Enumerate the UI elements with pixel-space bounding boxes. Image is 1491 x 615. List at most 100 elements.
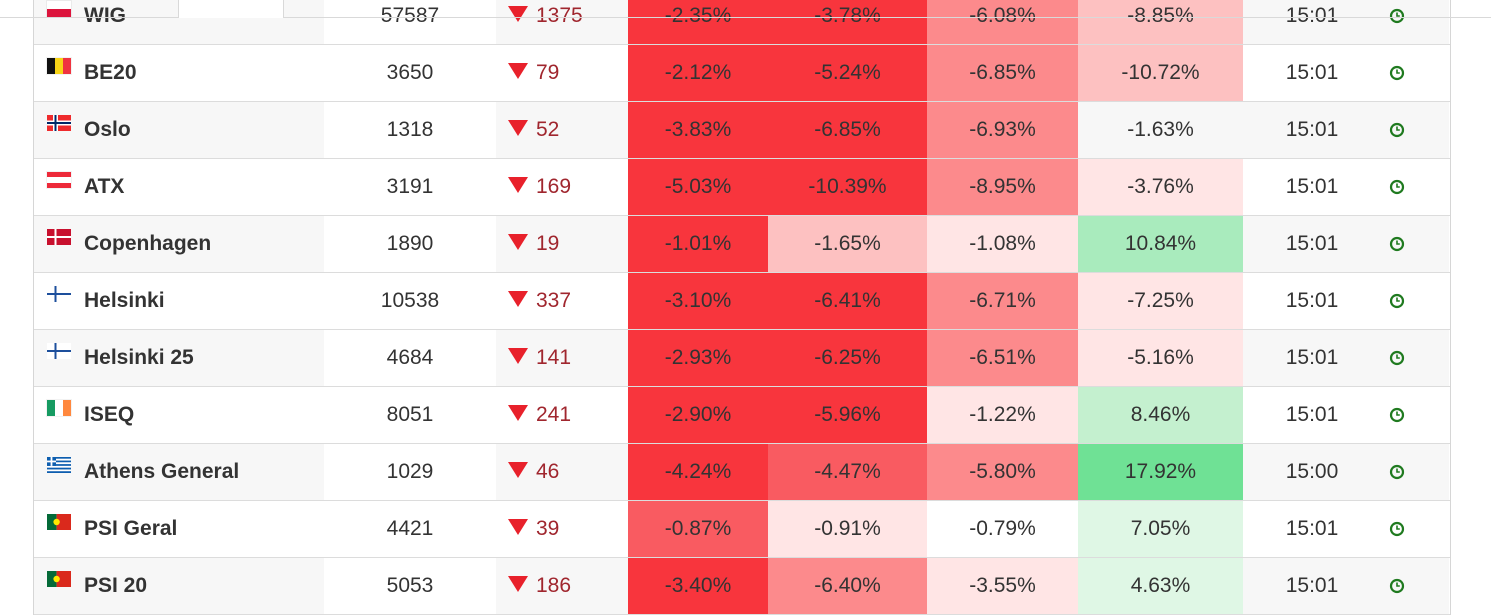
- index-name[interactable]: PSI 20: [84, 558, 324, 614]
- table-row[interactable]: PSI Geral 4421 39 -0.87% -0.91% -0.79% 7.05% 15…: [34, 501, 1450, 558]
- performance-4: -5.16%: [1078, 330, 1243, 386]
- poland-flag-icon: [47, 1, 71, 17]
- change-value: 39: [496, 501, 628, 557]
- clock-icon[interactable]: [1389, 350, 1405, 366]
- change-amount: 39: [536, 517, 560, 540]
- performance-1: -3.40%: [628, 558, 768, 614]
- index-name[interactable]: ISEQ: [84, 403, 135, 426]
- update-time: 15:00: [1243, 444, 1381, 500]
- performance-1: -1.01%: [628, 216, 768, 272]
- clock-cell[interactable]: [1381, 216, 1449, 272]
- down-arrow-icon: [508, 177, 528, 193]
- performance-1: -2.93%: [628, 330, 768, 386]
- performance-3: -5.80%: [927, 444, 1078, 500]
- clock-cell[interactable]: [1381, 558, 1449, 614]
- index-name[interactable]: Copenhagen: [84, 216, 324, 272]
- performance-4: -7.25%: [1078, 273, 1243, 329]
- down-arrow-icon: [508, 462, 528, 478]
- index-name[interactable]: ATX: [84, 175, 125, 198]
- change-amount: 46: [536, 460, 560, 483]
- performance-3: -0.79%: [969, 517, 1036, 540]
- update-time: 15:01: [1243, 558, 1381, 614]
- change-value: 241: [496, 387, 628, 443]
- table-row[interactable]: Helsinki 10538 337 -3.10% -6.41% -6.71% -7.25%…: [34, 273, 1450, 330]
- index-name[interactable]: Helsinki: [84, 289, 165, 312]
- clock-cell[interactable]: [1381, 273, 1449, 329]
- table-row[interactable]: Oslo 1318 52 -3.83% -6.85% -6.93% -1.63% 15:01: [34, 102, 1450, 159]
- clock-cell[interactable]: [1381, 159, 1449, 215]
- index-name[interactable]: Athens General: [84, 444, 324, 500]
- clock-cell[interactable]: [1381, 501, 1449, 557]
- table-row[interactable]: Athens General 1029 46 -4.24% -4.47% -5.80% 17…: [34, 444, 1450, 501]
- update-time: 15:01: [1243, 102, 1381, 158]
- performance-1: -0.87%: [628, 501, 768, 557]
- update-time: 15:01: [1243, 216, 1381, 272]
- update-time: 15:01: [1285, 289, 1339, 312]
- flag-cell: [34, 102, 84, 158]
- performance-4: 8.46%: [1078, 387, 1243, 443]
- table-row[interactable]: ATX 3191 169 -5.03% -10.39% -8.95% -3.76% 15:01: [34, 159, 1450, 216]
- ireland-flag-icon: [47, 400, 71, 416]
- finland-flag-icon: [47, 343, 71, 359]
- performance-3: -6.71%: [927, 273, 1078, 329]
- performance-2: -10.39%: [768, 159, 927, 215]
- change-value: 52: [496, 102, 628, 158]
- performance-2: -6.85%: [768, 102, 927, 158]
- change-amount: 141: [536, 346, 572, 369]
- update-time: 15:01: [1285, 517, 1339, 540]
- clock-cell[interactable]: [1381, 45, 1449, 101]
- performance-4: 10.84%: [1078, 216, 1243, 272]
- clock-icon[interactable]: [1389, 179, 1405, 195]
- flag-cell: [34, 273, 84, 329]
- clock-cell[interactable]: [1381, 0, 1449, 44]
- clock-icon[interactable]: [1389, 65, 1405, 81]
- clock-icon[interactable]: [1389, 293, 1405, 309]
- table-row[interactable]: PSI 20 5053 186 -3.40% -6.40% -3.55% 4.63% 15:0…: [34, 558, 1450, 615]
- down-arrow-icon: [508, 63, 528, 79]
- clock-icon[interactable]: [1389, 464, 1405, 480]
- down-arrow-icon: [508, 120, 528, 136]
- clock-cell[interactable]: [1381, 330, 1449, 386]
- index-name[interactable]: BE20: [84, 61, 137, 84]
- flag-cell: [34, 444, 84, 500]
- greece-flag-icon: [47, 457, 71, 473]
- change-value: 337: [496, 273, 628, 329]
- clock-cell[interactable]: [1381, 387, 1449, 443]
- clock-icon[interactable]: [1389, 521, 1405, 537]
- indices-table: WIG 57587 1375 -2.35% -3.78% -6.08% -8.85% 15:0…: [33, 0, 1451, 615]
- change-value: 19: [496, 216, 628, 272]
- clock-cell[interactable]: [1381, 444, 1449, 500]
- table-row[interactable]: ISEQ 8051 241 -2.90% -5.96% -1.22% 8.46% 15:01: [34, 387, 1450, 444]
- clock-icon[interactable]: [1389, 407, 1405, 423]
- flag-cell: [34, 501, 84, 557]
- table-row[interactable]: Helsinki 25 4684 141 -2.93% -6.25% -6.51% -5.1…: [34, 330, 1450, 387]
- performance-2: -5.24%: [768, 45, 927, 101]
- index-name[interactable]: Helsinki 25: [84, 330, 324, 386]
- table-row[interactable]: WIG 57587 1375 -2.35% -3.78% -6.08% -8.85% 15:0…: [34, 0, 1450, 45]
- clock-icon[interactable]: [1389, 122, 1405, 138]
- performance-4: 4.63%: [1078, 558, 1243, 614]
- last-value: 3650: [386, 61, 434, 84]
- index-name[interactable]: PSI Geral: [84, 517, 178, 540]
- down-arrow-icon: [508, 405, 528, 421]
- table-row[interactable]: Copenhagen 1890 19 -1.01% -1.65% -1.08% 10.84%…: [34, 216, 1450, 273]
- change-amount: 19: [536, 232, 560, 255]
- change-amount: 79: [536, 61, 560, 84]
- clock-cell[interactable]: [1381, 102, 1449, 158]
- change-amount: 1375: [536, 4, 583, 27]
- table-row[interactable]: BE20 3650 79 -2.12% -5.24% -6.85% -10.72% 15:01: [34, 45, 1450, 102]
- index-name[interactable]: WIG: [84, 0, 324, 44]
- performance-2: -0.91%: [768, 501, 927, 557]
- clock-icon[interactable]: [1389, 578, 1405, 594]
- performance-1: -2.12%: [628, 45, 768, 101]
- change-value: 169: [496, 159, 628, 215]
- performance-4: -1.63%: [1078, 102, 1243, 158]
- index-name[interactable]: Oslo: [84, 102, 324, 158]
- last-value: 4421: [386, 517, 434, 540]
- clock-icon[interactable]: [1389, 8, 1405, 24]
- performance-4: 17.92%: [1078, 444, 1243, 500]
- performance-3: -6.93%: [927, 102, 1078, 158]
- clock-icon[interactable]: [1389, 236, 1405, 252]
- update-time: 15:01: [1243, 0, 1381, 44]
- performance-3: -8.95%: [927, 159, 1078, 215]
